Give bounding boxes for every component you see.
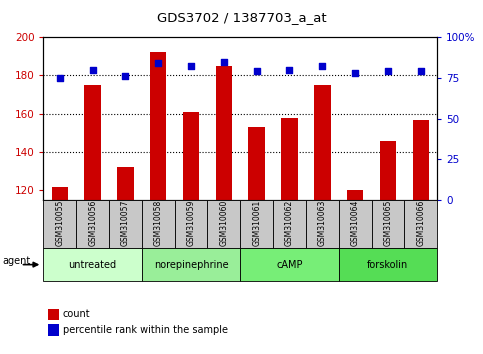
FancyBboxPatch shape: [240, 248, 339, 281]
Text: GSM310057: GSM310057: [121, 200, 130, 246]
FancyBboxPatch shape: [208, 200, 240, 248]
FancyBboxPatch shape: [175, 200, 208, 248]
Bar: [281, 118, 298, 200]
Point: [56, 75, 64, 81]
Point: [285, 67, 293, 73]
FancyBboxPatch shape: [43, 200, 76, 248]
Text: GDS3702 / 1387703_a_at: GDS3702 / 1387703_a_at: [156, 11, 327, 24]
Point: [384, 69, 392, 74]
Text: GSM310056: GSM310056: [88, 200, 97, 246]
Point: [89, 67, 97, 73]
Text: percentile rank within the sample: percentile rank within the sample: [63, 325, 228, 335]
Text: GSM310061: GSM310061: [252, 200, 261, 246]
FancyBboxPatch shape: [339, 248, 437, 281]
Bar: [347, 190, 363, 200]
FancyBboxPatch shape: [240, 200, 273, 248]
Text: GSM310055: GSM310055: [56, 200, 64, 246]
Text: untreated: untreated: [69, 259, 117, 270]
Point: [220, 59, 228, 64]
Point: [318, 64, 326, 69]
FancyBboxPatch shape: [76, 200, 109, 248]
Bar: [52, 187, 68, 200]
Text: agent: agent: [2, 256, 30, 266]
Text: GSM310064: GSM310064: [351, 200, 360, 246]
Text: GSM310066: GSM310066: [416, 200, 425, 246]
Bar: [117, 167, 134, 200]
FancyBboxPatch shape: [339, 200, 371, 248]
FancyBboxPatch shape: [371, 200, 404, 248]
Text: GSM310065: GSM310065: [384, 200, 392, 246]
Text: GSM310063: GSM310063: [318, 200, 327, 246]
Point: [187, 64, 195, 69]
Bar: [150, 52, 167, 200]
Bar: [85, 85, 101, 200]
Bar: [412, 120, 429, 200]
Point: [155, 61, 162, 66]
FancyBboxPatch shape: [142, 200, 175, 248]
FancyBboxPatch shape: [109, 200, 142, 248]
FancyBboxPatch shape: [404, 200, 437, 248]
Text: GSM310059: GSM310059: [186, 200, 196, 246]
Text: cAMP: cAMP: [276, 259, 303, 270]
Bar: [216, 66, 232, 200]
Point: [253, 69, 260, 74]
Bar: [314, 85, 330, 200]
FancyBboxPatch shape: [43, 248, 142, 281]
Text: norepinephrine: norepinephrine: [154, 259, 228, 270]
Point: [122, 73, 129, 79]
Bar: [380, 141, 396, 200]
Text: GSM310062: GSM310062: [285, 200, 294, 246]
Bar: [248, 127, 265, 200]
Text: forskolin: forskolin: [367, 259, 409, 270]
Bar: [183, 112, 199, 200]
Text: count: count: [63, 309, 90, 319]
FancyBboxPatch shape: [273, 200, 306, 248]
FancyBboxPatch shape: [142, 248, 240, 281]
Point: [351, 70, 359, 76]
Text: GSM310058: GSM310058: [154, 200, 163, 246]
Text: GSM310060: GSM310060: [219, 200, 228, 246]
FancyBboxPatch shape: [306, 200, 339, 248]
Point: [417, 69, 425, 74]
